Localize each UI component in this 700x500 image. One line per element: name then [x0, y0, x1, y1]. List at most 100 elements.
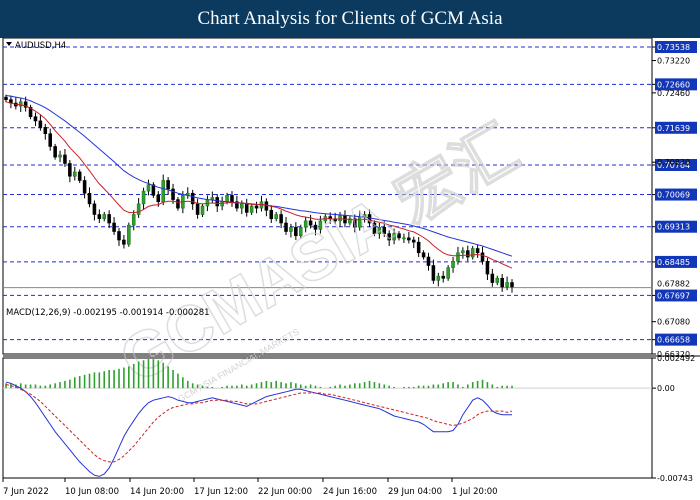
- candle-body: [131, 214, 136, 226]
- candle-body: [43, 127, 48, 134]
- candle-body: [461, 250, 465, 254]
- candle-body: [146, 184, 151, 192]
- candle-body: [112, 222, 116, 232]
- level-label-box: [655, 121, 697, 134]
- candle-body: [431, 265, 436, 281]
- candle-body: [485, 260, 490, 275]
- price-pane-border: [2, 38, 653, 355]
- candle-body: [451, 260, 455, 268]
- candle-body: [38, 120, 43, 128]
- level-label-box: [655, 255, 697, 268]
- candle-body: [407, 237, 411, 241]
- candle-body: [77, 171, 82, 181]
- candle-body: [141, 190, 146, 205]
- candle-body: [446, 267, 450, 279]
- candle-body: [215, 197, 220, 207]
- candle-body: [102, 214, 107, 220]
- price-tick-label: 0.67080: [657, 318, 690, 327]
- level-label-box: [655, 78, 697, 91]
- candle-body: [367, 214, 372, 224]
- candle-body: [107, 214, 111, 224]
- macd-tick-label: 0.00: [657, 384, 675, 393]
- level-label: 0.73538: [657, 43, 690, 52]
- candle-body: [274, 214, 278, 220]
- candle-body: [63, 154, 67, 164]
- symbol-label: AUDUSD,H4: [15, 41, 66, 51]
- candle-body: [97, 214, 102, 220]
- candle-body: [176, 199, 180, 209]
- macd-signal-line: [5, 384, 513, 463]
- candle-body: [298, 226, 303, 237]
- candle-body: [254, 205, 259, 209]
- candle-body: [397, 233, 401, 239]
- current-price-label: 0.67882: [657, 280, 690, 289]
- candle-body: [353, 218, 357, 228]
- candle-body: [466, 250, 470, 258]
- candle-body: [171, 188, 175, 200]
- candle-body: [456, 252, 460, 262]
- candle-body: [313, 224, 318, 230]
- candle-body: [416, 241, 421, 254]
- candle-body: [92, 203, 97, 215]
- candle-body: [441, 275, 445, 279]
- candle-body: [264, 201, 269, 211]
- level-label: 0.67697: [657, 291, 690, 300]
- candle-body: [421, 252, 426, 258]
- candle-body: [200, 205, 205, 215]
- candle-body: [18, 101, 23, 107]
- price-tick-label: 0.72460: [657, 89, 690, 98]
- candle-body: [225, 195, 229, 203]
- chart-labels: AUDUSD,H4 MACD(12,26,9) -0.002195 -0.001…: [6, 41, 210, 318]
- candle-body: [195, 203, 200, 215]
- candle-body: [210, 197, 215, 200]
- level-label: 0.66658: [657, 336, 690, 345]
- candle-body: [382, 226, 387, 234]
- price-tick-label: 0.70830: [657, 158, 690, 167]
- candle-body: [387, 233, 391, 241]
- candle-body: [33, 116, 38, 122]
- candle-body: [289, 226, 293, 232]
- time-tick-label: 10 Jun 08:00: [65, 487, 119, 497]
- candle-body: [151, 184, 156, 196]
- candle-body: [279, 214, 283, 224]
- candle-body: [230, 195, 234, 203]
- candle-body: [28, 107, 33, 117]
- candle-body: [284, 222, 288, 232]
- candle-body: [53, 146, 57, 158]
- support-resistance-levels: [3, 46, 652, 341]
- candle-body: [136, 203, 141, 215]
- page-title: Chart Analysis for Clients of GCM Asia: [197, 8, 503, 29]
- time-axis: 7 Jun 2022 10 Jun 08:00 14 Jun 20:00 17 Jun…: [2, 478, 498, 497]
- price-tick-label: 0.66320: [657, 350, 690, 359]
- candle-body: [161, 180, 165, 203]
- candle-body: [4, 96, 8, 100]
- candle-body: [156, 195, 161, 203]
- level-label-box: [655, 220, 697, 233]
- candle-body: [470, 248, 475, 258]
- candle-body: [294, 226, 298, 237]
- macd-label: MACD(12,26,9) -0.002195 -0.001914 -0.000…: [6, 308, 210, 318]
- ma-fast-line: [5, 101, 513, 269]
- macd-pane-border: [2, 357, 653, 479]
- candle-body: [127, 224, 131, 245]
- candle-body: [490, 273, 495, 283]
- candle-body: [166, 180, 170, 190]
- level-label-box: [655, 41, 697, 54]
- macd-tick-label: -0.00743: [657, 474, 693, 483]
- candle-body: [495, 277, 500, 283]
- time-tick-label: 29 Jun 04:00: [388, 487, 442, 497]
- macd-pane: 0.002492 0.00 -0.00743: [3, 354, 695, 483]
- price-axis: 0.73538 0.72660 0.71639 0.70764 0.70069 0.693…: [652, 41, 697, 359]
- candle-body: [426, 256, 431, 266]
- time-tick-label: 7 Jun 2022: [3, 487, 49, 497]
- candle-body: [73, 171, 77, 177]
- candle-body: [510, 282, 514, 288]
- candle-body: [244, 203, 249, 213]
- level-label: 0.70764: [657, 161, 690, 170]
- time-tick-label: 1 Jul 20:00: [452, 487, 498, 497]
- level-label-box: [655, 333, 697, 346]
- level-label: 0.71639: [657, 124, 690, 133]
- level-label: 0.69313: [657, 223, 690, 232]
- candle-body: [240, 203, 244, 209]
- candle-body: [205, 199, 210, 207]
